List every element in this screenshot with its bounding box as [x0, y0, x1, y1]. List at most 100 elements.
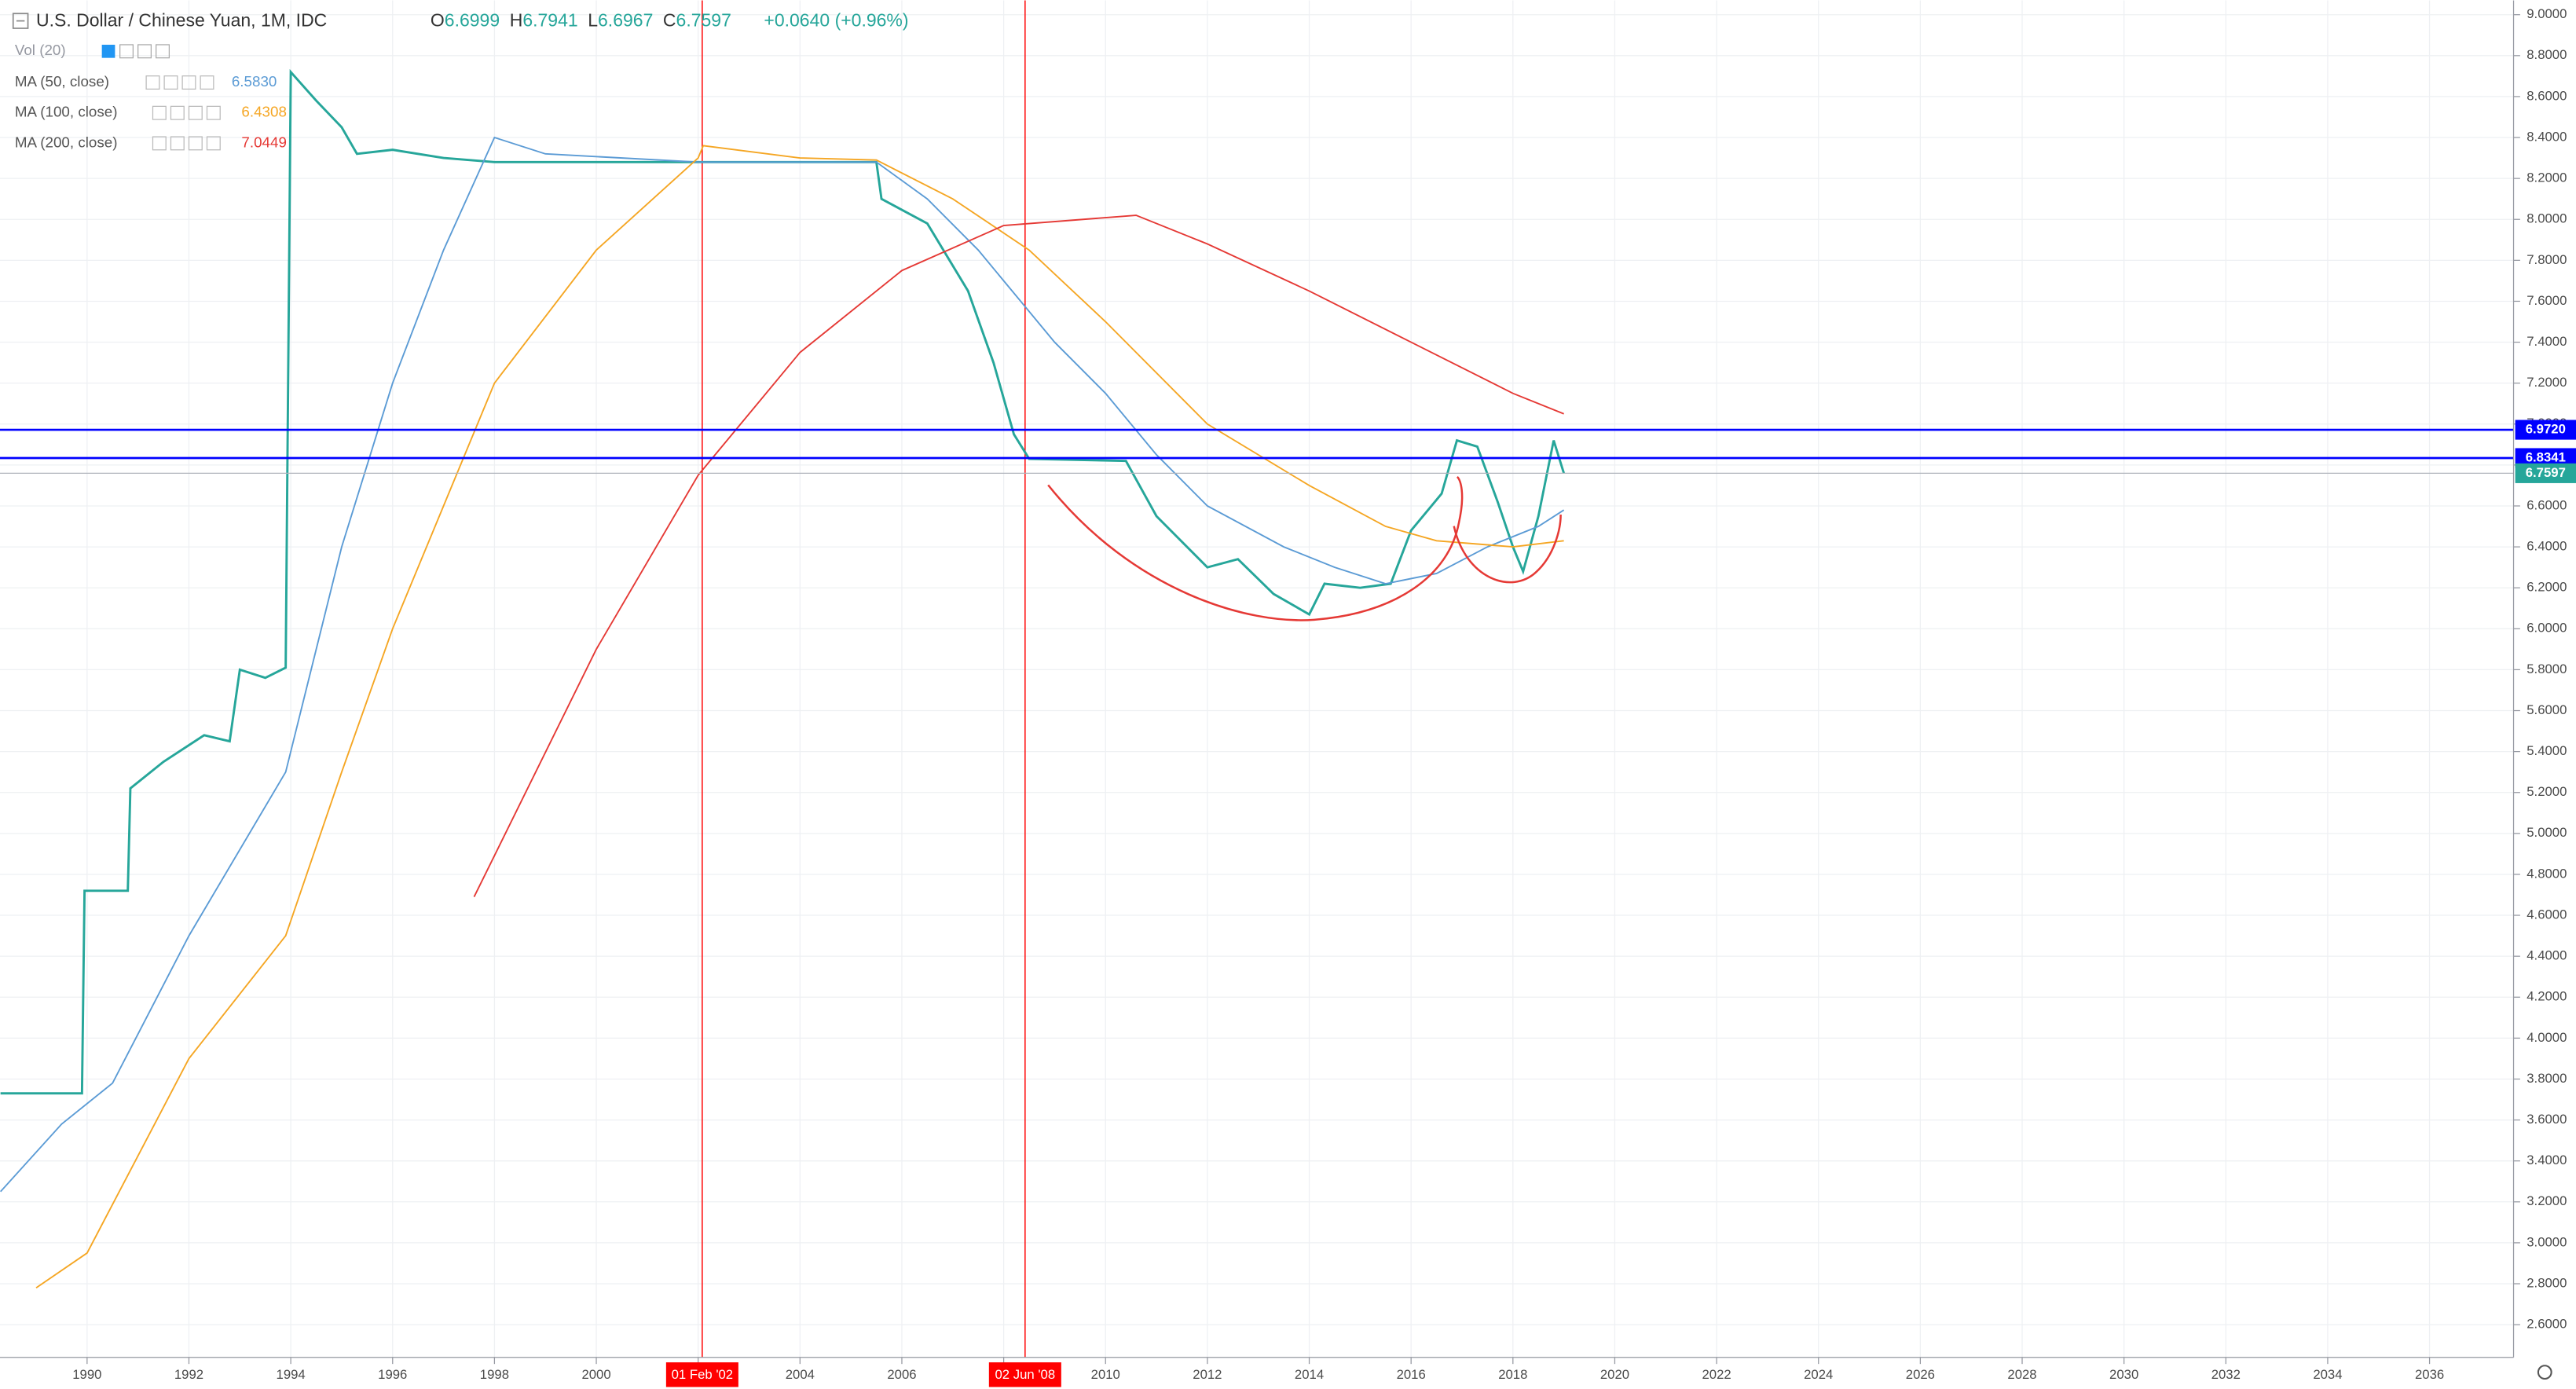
symbol-title[interactable]: U.S. Dollar / Chinese Yuan, 1M, IDC	[36, 10, 327, 31]
indicator-value: 6.5830	[232, 73, 277, 90]
eye-icon[interactable]	[101, 44, 115, 58]
x-tick-label: 1998	[480, 1367, 509, 1382]
x-tick-label: 2018	[1498, 1367, 1527, 1382]
moving-average	[35, 145, 1564, 1288]
price-label: 6.8341	[2526, 449, 2566, 464]
x-tick-label: 2030	[2109, 1367, 2138, 1382]
indicator-value: 6.4308	[241, 104, 287, 120]
x-tick-label: 2020	[1600, 1367, 1629, 1382]
marker-label-bg	[988, 1362, 1061, 1387]
ohlc-key: L	[588, 10, 598, 31]
x-tick-label: 1990	[72, 1367, 101, 1382]
settings-icon[interactable]	[119, 44, 134, 59]
last-price-label: 6.7597	[2526, 465, 2566, 480]
axis-layer: 2.6000 2.8000 3.0000 3.2000 3.4000 3.6000 3.80…	[72, 6, 2576, 1387]
x-tick-label: 2036	[2415, 1367, 2444, 1382]
indicator-icon[interactable]	[200, 75, 214, 90]
y-tick-label: 5.8000	[2527, 662, 2567, 676]
y-tick-label: 8.4000	[2527, 129, 2567, 144]
drawing-handle	[1453, 515, 1562, 584]
x-tick-label: 2006	[887, 1367, 916, 1382]
indicator-icon[interactable]	[188, 105, 203, 120]
marker-label-bg	[665, 1362, 738, 1387]
y-tick-label: 3.6000	[2527, 1112, 2567, 1127]
indicator-name[interactable]: MA (200, close)	[15, 134, 118, 150]
x-tick-label: 2032	[2211, 1367, 2241, 1382]
ohlc-value: 6.6967	[598, 10, 653, 31]
y-tick-label: 7.8000	[2527, 252, 2567, 267]
price-label: 6.9720	[2526, 421, 2566, 436]
y-tick-label: 6.6000	[2527, 497, 2567, 512]
x-tick-label: 1994	[277, 1367, 306, 1382]
indicator-value: 7.0449	[241, 134, 287, 150]
volume-label[interactable]: Vol (20)	[15, 42, 66, 58]
x-tick-label: 2016	[1397, 1367, 1426, 1382]
y-tick-label: 2.6000	[2527, 1317, 2567, 1332]
settings-gear[interactable]	[2537, 1365, 2552, 1380]
x-tick-label: 2012	[1193, 1367, 1222, 1382]
ohlc: O6.6999 H6.7941 L6.6967 C6.7597	[431, 10, 731, 31]
x-tick-label: 2028	[2007, 1367, 2036, 1382]
ohlc-key: C	[663, 10, 676, 31]
x-tick-label: 2034	[2313, 1367, 2342, 1382]
indicator-icon[interactable]	[170, 136, 185, 151]
y-tick-label: 6.0000	[2527, 621, 2567, 636]
x-tick-label: 2024	[1804, 1367, 1833, 1382]
y-tick-label: 4.2000	[2527, 989, 2567, 1004]
indicator-icon[interactable]	[163, 75, 178, 90]
indicator-name[interactable]: MA (100, close)	[15, 104, 118, 120]
marker-label: 01 Feb '02	[672, 1367, 733, 1382]
x-tick-label: 2022	[1702, 1367, 1731, 1382]
y-tick-label: 8.6000	[2527, 88, 2567, 103]
y-tick-label: 3.8000	[2527, 1071, 2567, 1086]
ohlc-key: O	[431, 10, 445, 31]
y-tick-label: 5.4000	[2527, 743, 2567, 758]
x-tick-label: 2014	[1295, 1367, 1324, 1382]
indicator-icon[interactable]	[152, 105, 167, 120]
y-tick-label: 3.0000	[2527, 1234, 2567, 1249]
indicator-icon[interactable]	[170, 105, 185, 120]
y-tick-label: 7.6000	[2527, 293, 2567, 308]
x-tick-label: 2026	[1906, 1367, 1935, 1382]
y-tick-label: 8.0000	[2527, 211, 2567, 226]
moving-average	[473, 214, 1564, 898]
collapse-button[interactable]	[12, 13, 29, 29]
y-tick-label: 8.8000	[2527, 47, 2567, 62]
y-tick-label: 4.4000	[2527, 948, 2567, 963]
y-tick-label: 6.4000	[2527, 539, 2567, 554]
y-tick-label: 5.0000	[2527, 825, 2567, 840]
indicator-name[interactable]: MA (50, close)	[15, 73, 109, 90]
indicator-icon[interactable]	[152, 136, 167, 151]
x-tick-label: 2000	[581, 1367, 610, 1382]
indicator-icon[interactable]	[206, 136, 221, 151]
indicator-icon[interactable]	[188, 136, 203, 151]
y-tick-label: 8.2000	[2527, 170, 2567, 185]
ohlc-key: H	[510, 10, 523, 31]
more-icon[interactable]	[137, 44, 152, 59]
last-price-bg	[2515, 463, 2576, 483]
x-tick-label: 2004	[786, 1367, 815, 1382]
x-tick-label: 2010	[1091, 1367, 1120, 1382]
ohlc-value: 6.6999	[445, 10, 500, 31]
drawing-cup	[1047, 476, 1464, 621]
remove-icon[interactable]	[156, 44, 170, 59]
y-tick-label: 5.2000	[2527, 784, 2567, 799]
indicator-icon[interactable]	[206, 105, 221, 120]
y-tick-label: 7.4000	[2527, 334, 2567, 349]
change: +0.0640 (+0.96%)	[764, 10, 908, 31]
grid-layer	[0, 0, 2514, 1358]
y-tick-label: 2.8000	[2527, 1275, 2567, 1290]
legend: U.S. Dollar / Chinese Yuan, 1M, IDC O6.6…	[12, 10, 909, 151]
indicator-icon[interactable]	[181, 75, 196, 90]
marker-label: 02 Jun '08	[995, 1367, 1056, 1382]
x-tick-label: 1992	[174, 1367, 203, 1382]
plot-layer	[0, 0, 2514, 1358]
y-tick-label: 3.4000	[2527, 1153, 2567, 1167]
y-tick-label: 6.2000	[2527, 580, 2567, 595]
y-tick-label: 9.0000	[2527, 6, 2567, 21]
y-tick-label: 7.2000	[2527, 375, 2567, 390]
indicator-icon[interactable]	[145, 75, 160, 90]
y-tick-label: 4.6000	[2527, 907, 2567, 922]
